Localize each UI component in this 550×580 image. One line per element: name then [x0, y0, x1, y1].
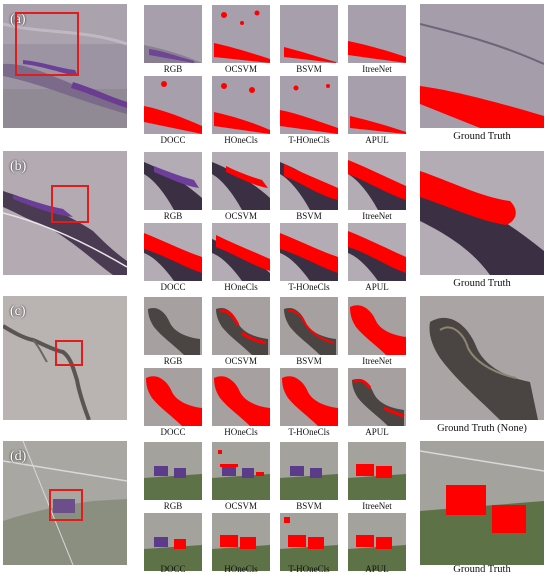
method-label: HOneCls [224, 135, 258, 145]
highlight-box [55, 340, 83, 366]
method-label: APUL [365, 427, 389, 437]
thumb-apul [348, 76, 406, 134]
method-label: ItreeNet [362, 356, 392, 366]
method-label: T-HOneCls [288, 135, 330, 145]
thumb-t-honecls [280, 76, 338, 134]
ground-truth-image [420, 441, 544, 565]
panel-a: (a) RGB OCSVM BSVM ItreeNet DOCC HOneCls… [0, 0, 550, 145]
thumb-bsvm [280, 442, 338, 500]
method-label: RGB [163, 64, 183, 74]
method-label: DOCC [160, 282, 186, 292]
thumb-honecls [212, 76, 270, 134]
method-label: BSVM [296, 356, 322, 366]
method-label: BSVM [296, 501, 322, 511]
panel-letter: (d) [10, 449, 27, 464]
panel-d: (d) RGB OCSVM BSVM ItreeNet DOCC HOneCls… [0, 437, 550, 580]
ground-truth-image [420, 151, 544, 275]
thumb-rgb [144, 297, 202, 355]
thumb-bsvm [280, 297, 338, 355]
method-label: T-HOneCls [288, 427, 330, 437]
thumb-docc [144, 368, 202, 426]
overview-image-c: (c) [3, 296, 127, 420]
thumb-t-honecls [280, 368, 338, 426]
thumb-t-honecls [280, 223, 338, 281]
method-label: ItreeNet [362, 64, 392, 74]
method-label: APUL [365, 135, 389, 145]
thumb-itreenet [348, 442, 406, 500]
thumb-ocsvm [212, 152, 270, 210]
method-label: HOneCls [224, 282, 258, 292]
method-label: HOneCls [224, 427, 258, 437]
thumb-honecls [212, 368, 270, 426]
thumb-apul [348, 223, 406, 281]
method-label: ItreeNet [362, 501, 392, 511]
thumb-ocsvm [212, 297, 270, 355]
method-label: DOCC [160, 135, 186, 145]
panel-c: (c) RGB OCSVM BSVM ItreeNet DOCC HOneCls… [0, 292, 550, 437]
ground-truth-label: Ground Truth [453, 278, 511, 289]
thumb-itreenet [348, 297, 406, 355]
method-label: RGB [163, 211, 183, 221]
ground-truth-label: Ground Truth [453, 564, 511, 575]
method-label: OCSVM [224, 64, 257, 74]
method-label: OCSVM [224, 211, 257, 221]
thumb-docc [144, 513, 202, 571]
panel-letter: (c) [10, 304, 26, 319]
thumb-honecls [212, 513, 270, 571]
method-label: OCSVM [224, 501, 257, 511]
thumb-docc [144, 76, 202, 134]
panel-letter: (b) [10, 159, 27, 174]
method-label: OCSVM [224, 356, 257, 366]
thumb-bsvm [280, 152, 338, 210]
thumb-itreenet [348, 5, 406, 63]
thumb-docc [144, 223, 202, 281]
overview-image-a: (a) [3, 4, 127, 128]
ground-truth-label: Ground Truth [453, 131, 511, 142]
thumb-ocsvm [212, 5, 270, 63]
ground-truth-label: Ground Truth (None) [437, 423, 527, 434]
method-label: T-HOneCls [288, 282, 330, 292]
method-label: DOCC [160, 564, 186, 574]
thumb-rgb [144, 152, 202, 210]
thumb-honecls [212, 223, 270, 281]
method-label: BSVM [296, 211, 322, 221]
thumb-rgb [144, 5, 202, 63]
panel-letter: (a) [10, 12, 26, 27]
overview-image-d: (d) [3, 441, 127, 565]
thumb-rgb [144, 442, 202, 500]
method-label: APUL [365, 282, 389, 292]
ground-truth-image [420, 296, 544, 420]
highlight-box [49, 489, 83, 521]
method-label: BSVM [296, 64, 322, 74]
panel-b: (b) RGB OCSVM BSVM ItreeNet DOCC HOneCls… [0, 147, 550, 292]
method-label: HOneCls [224, 564, 258, 574]
method-label: RGB [163, 356, 183, 366]
method-label: ItreeNet [362, 211, 392, 221]
thumb-itreenet [348, 152, 406, 210]
thumb-apul [348, 513, 406, 571]
highlight-box [15, 12, 79, 76]
thumb-t-honecls [280, 513, 338, 571]
thumb-ocsvm [212, 442, 270, 500]
method-label: APUL [365, 564, 389, 574]
method-label: RGB [163, 501, 183, 511]
method-label: DOCC [160, 427, 186, 437]
method-label: T-HOneCls [288, 564, 330, 574]
thumb-bsvm [280, 5, 338, 63]
thumb-apul [348, 368, 406, 426]
ground-truth-image [420, 4, 544, 128]
overview-image-b: (b) [3, 151, 127, 275]
highlight-box [51, 185, 89, 223]
